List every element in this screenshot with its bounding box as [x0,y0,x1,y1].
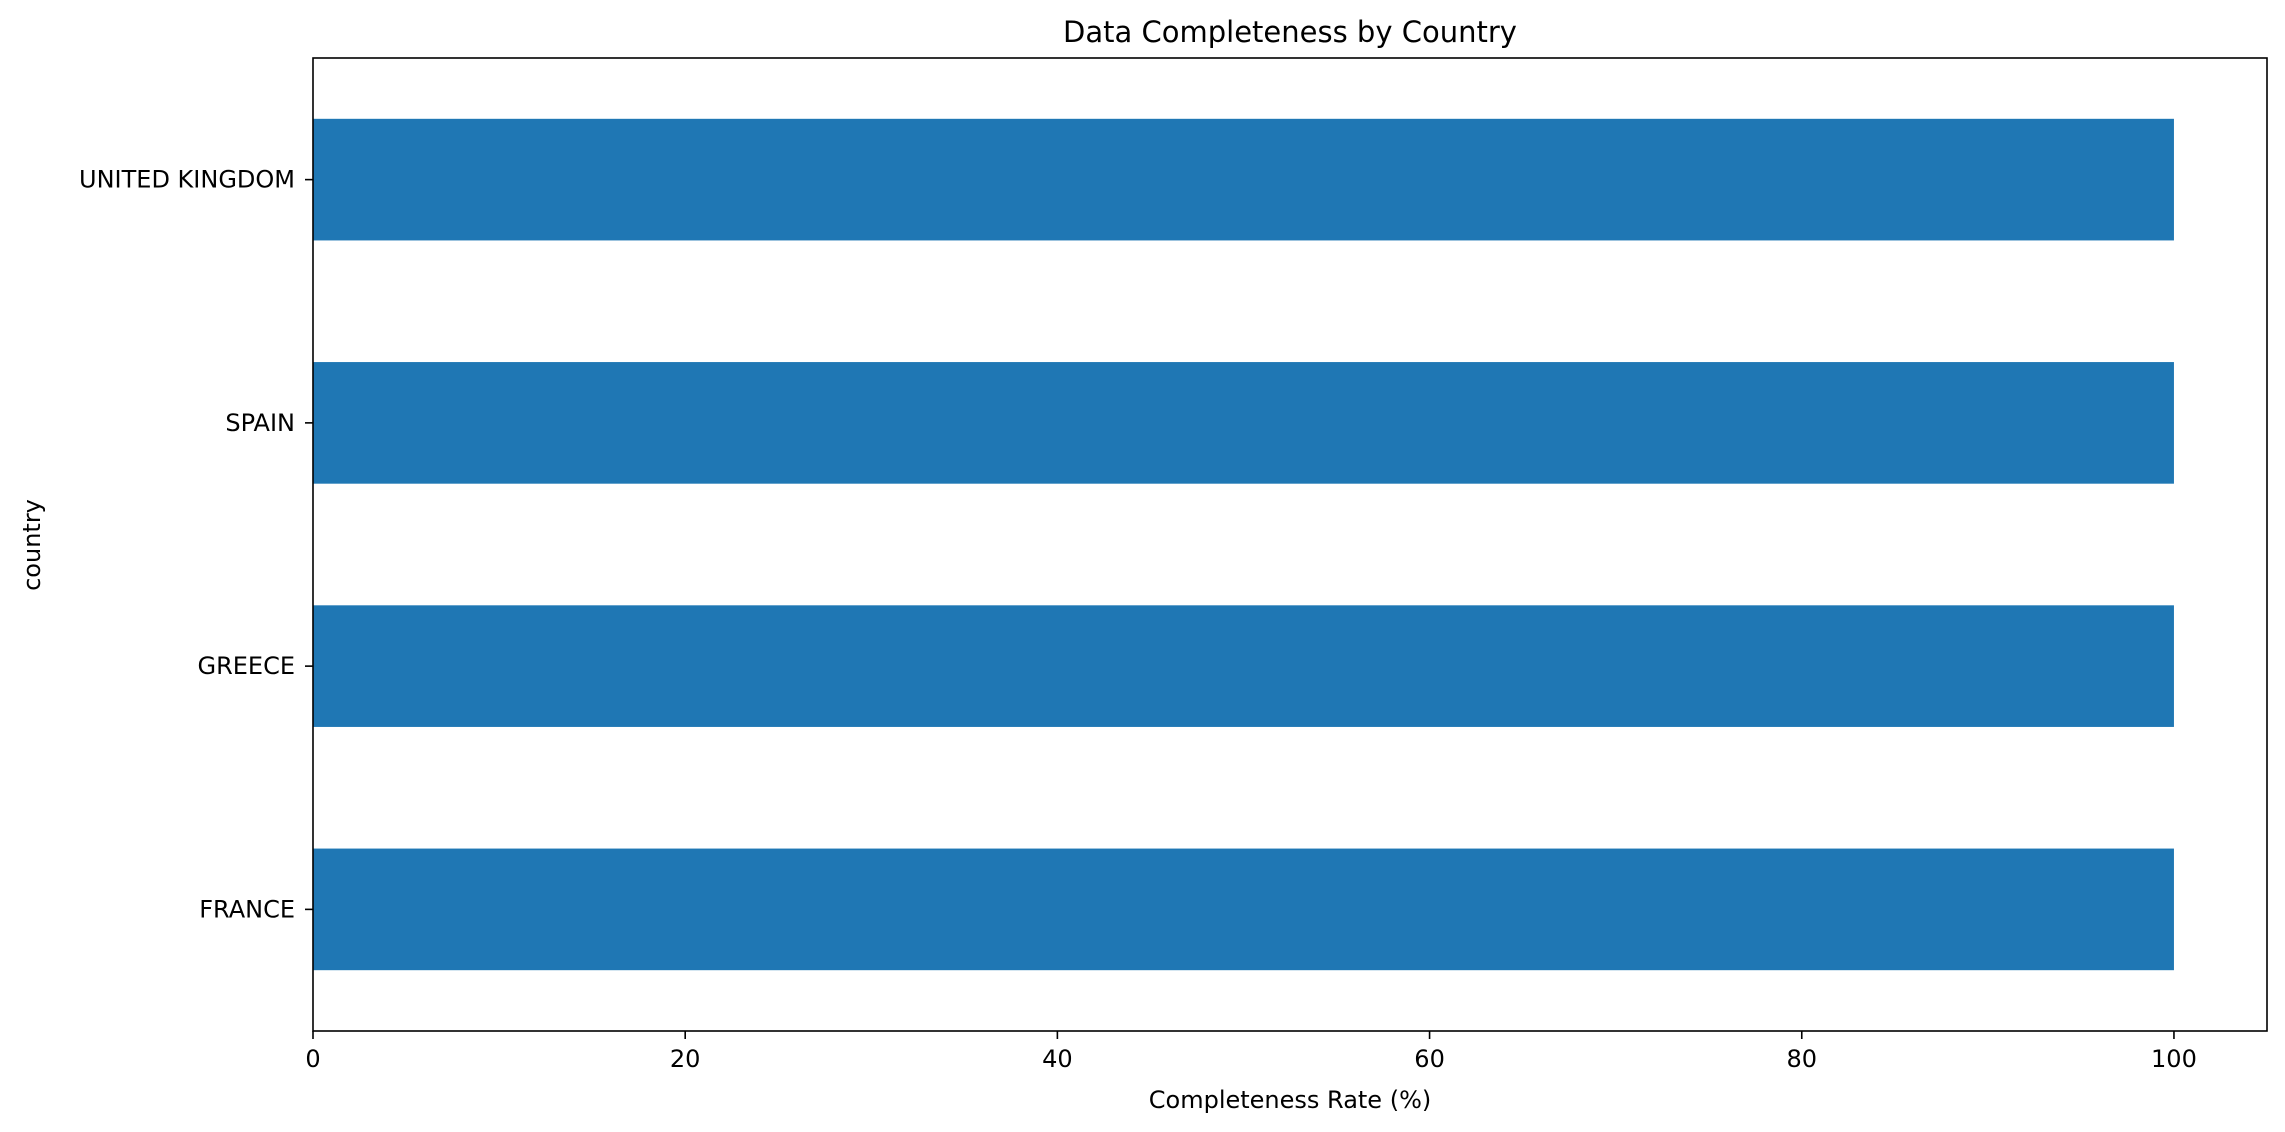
y-axis-label: country [18,499,46,591]
bar-spain [313,362,2174,484]
bar-united-kingdom [313,118,2174,241]
bars [313,118,2174,971]
y-tick-label: SPAIN [225,409,295,437]
x-tick-label: 40 [1042,1045,1073,1073]
y-tick-label: GREECE [197,652,295,680]
y-tick-label: UNITED KINGDOM [79,166,295,194]
chart-title: Data Completeness by Country [1063,15,1517,49]
bar-france [313,848,2174,971]
y-tick-label: FRANCE [199,895,295,923]
x-tick-label: 20 [670,1045,701,1073]
x-axis-label: Completeness Rate (%) [1149,1086,1431,1114]
x-tick-label: 0 [305,1045,320,1073]
plot-frame [312,57,2268,1032]
x-axis-ticks: 0 20 40 60 80 100 [305,1031,2197,1073]
x-tick-label: 100 [2151,1045,2197,1073]
x-tick-label: 80 [1786,1045,1817,1073]
y-axis-ticks: FRANCE GREECE SPAIN UNITED KINGDOM [79,166,313,923]
bar-greece [313,605,2174,727]
x-tick-label: 60 [1414,1045,1445,1073]
